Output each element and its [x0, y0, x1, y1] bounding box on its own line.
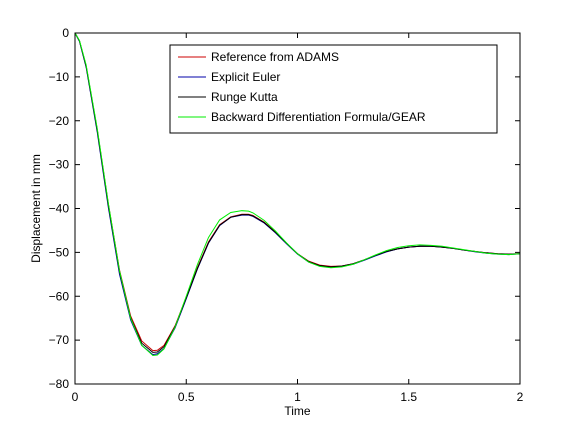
x-tick-label: 0	[72, 390, 79, 404]
x-tick-label: 1	[294, 390, 301, 404]
axis-ticks: 0 0.5 1 1.5 2 0 −10 −20 −30 −40 −50 −60 −70 −80	[49, 26, 524, 404]
legend-entry-label: Reference from ADAMS	[211, 50, 339, 64]
y-tick-label: 0	[62, 26, 69, 40]
legend-entry-label: Backward Differentiation Formula/GEAR	[211, 110, 426, 124]
y-tick-label: −10	[49, 70, 70, 84]
y-tick-label: −60	[49, 289, 70, 303]
series-layer	[74, 32, 521, 356]
y-tick-label: −30	[49, 158, 70, 172]
series-line-2	[74, 32, 521, 353]
x-tick-label: 2	[517, 390, 524, 404]
x-tick-label: 0.5	[178, 390, 195, 404]
series-line-3	[74, 32, 521, 356]
y-axis-label: Displacement in mm	[29, 154, 43, 263]
legend-entry-label: Runge Kutta	[211, 90, 278, 104]
legend-entry-label: Explicit Euler	[211, 70, 280, 84]
legend-box	[169, 44, 498, 134]
legend: Reference from ADAMS Explicit Euler Runge …	[169, 44, 498, 134]
y-tick-label: −80	[49, 377, 70, 391]
y-tick-label: −50	[49, 245, 70, 259]
y-tick-label: −40	[49, 202, 70, 216]
x-axis-label: Time	[284, 404, 311, 418]
x-tick-label: 1.5	[400, 390, 417, 404]
y-tick-label: −20	[49, 114, 70, 128]
y-tick-label: −70	[49, 333, 70, 347]
